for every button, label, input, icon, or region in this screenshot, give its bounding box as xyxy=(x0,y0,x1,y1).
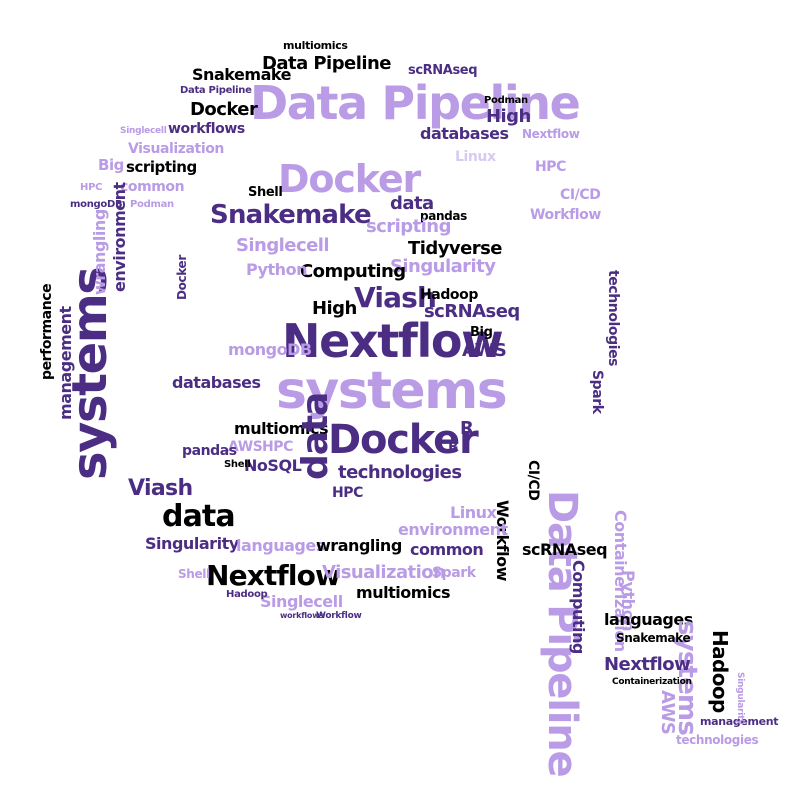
word-languages-lower: languages xyxy=(236,536,325,555)
word-docker-top: Docker xyxy=(190,99,258,120)
word-computing-handle: Computing xyxy=(569,560,588,654)
word-pandas-lower: pandas xyxy=(182,443,237,459)
word-technologies-top: Singlecell xyxy=(120,126,167,136)
word-hadoop-inner: Hadoop xyxy=(420,287,478,303)
word-spark-lower: Spark xyxy=(432,565,476,581)
word-systems-inner: systems xyxy=(276,361,508,421)
word-workflows-lower: workflows xyxy=(280,611,324,620)
word-shell-inner: Shell xyxy=(248,185,283,200)
word-data-pipeline-top: Data Pipeline xyxy=(262,53,391,74)
word-nosql-lower: NoSQL xyxy=(244,456,302,475)
word-environment-lower: environment xyxy=(398,520,508,539)
word-common-left: common xyxy=(120,179,185,195)
word-technologies-lower: Singlecell xyxy=(260,592,343,611)
word-snakemake-inner: Snakemake xyxy=(210,200,372,230)
word-snakemake-handle: Snakemake xyxy=(616,631,691,645)
word-python-inner: Python xyxy=(246,260,307,279)
word-hpc-lower: HPC xyxy=(262,439,293,455)
word-spark-right: Spark xyxy=(589,370,605,414)
word-data-inner-top: data xyxy=(390,193,434,214)
word-languages-handle: languages xyxy=(604,610,693,629)
word-databases-top: databases xyxy=(420,124,509,143)
word-data-pipeline-large: Data Pipeline xyxy=(250,76,581,130)
word-hpc-lower-2: HPC xyxy=(332,485,363,501)
word-data-lower: data xyxy=(162,499,236,534)
word-high-top: High xyxy=(486,106,531,127)
word-hpc-left: HPC xyxy=(80,182,103,193)
word-aws-inner: AWS xyxy=(462,340,507,361)
word-cicd-right: CI/CD xyxy=(560,187,601,203)
word-environment-left-vertical: environment xyxy=(110,182,129,292)
word-performance-left-vertical: performance xyxy=(39,283,55,380)
word-pandas-inner: pandas xyxy=(420,209,467,223)
word-workflow-lower: Workflow xyxy=(316,611,362,621)
word-big-inner: Big xyxy=(470,325,493,340)
word-docker-inner-bottom: Docker xyxy=(328,417,479,463)
word-multiomics-top: multiomics xyxy=(283,39,348,52)
word-linux-lower: Linux xyxy=(450,503,497,522)
word-hadoop-handle: Hadoop xyxy=(708,630,732,713)
word-scripting-inner: scripting xyxy=(366,216,451,237)
word-hpc-top: HPC xyxy=(535,159,566,175)
word-shell-far-lower: Shell xyxy=(178,567,210,581)
word-linux-top: Linux xyxy=(455,149,496,165)
word-wrangling-left-vertical: wrangling xyxy=(90,209,109,295)
word-podman-left: Podman xyxy=(130,199,174,210)
word-r-lower-2: R xyxy=(448,439,459,455)
word-snakemake-top: Snakemake xyxy=(192,65,291,84)
word-scrnaseq-lower: scRNAseq xyxy=(522,540,608,559)
word-singularity-lower: Singularity xyxy=(145,534,239,553)
word-omics-left: mongoDB xyxy=(70,199,123,210)
word-shell-lower: Shell xyxy=(224,459,251,470)
word-containerization-handle-lower: Containerization xyxy=(612,677,692,687)
word-tidyverse-inner: Tidyverse xyxy=(408,238,502,259)
word-viash-inner: Viash xyxy=(354,281,437,314)
word-visualization-top: Visualization xyxy=(128,141,224,157)
word-management-handle: management xyxy=(700,715,779,728)
word-high-inner: High xyxy=(312,298,357,319)
word-r-lower: R xyxy=(460,418,474,439)
word-data-pipeline-small: Data Pipeline xyxy=(180,85,252,96)
word-singlecell-right-vertical: technologies xyxy=(605,270,621,367)
word-common-lower: common xyxy=(410,540,484,559)
word-wrangling-lower: wrangling xyxy=(316,536,402,555)
word-nextflow-inner: Nextflow xyxy=(282,314,504,368)
word-hadoop-far-lower: Hadoop xyxy=(226,589,268,600)
word-nextflow-lower: Nextflow xyxy=(206,559,341,592)
word-podman-top: Podman xyxy=(484,95,528,106)
word-singularity-handle: Singularity xyxy=(735,672,745,725)
word-scrnaseq-inner: scRNAseq xyxy=(424,301,520,322)
word-omics-inner: mongoDB xyxy=(228,340,312,359)
word-databases-inner: databases xyxy=(172,373,261,392)
word-multiomics-lower: multiomics xyxy=(356,583,451,602)
word-workflow-right: Workflow xyxy=(530,207,601,223)
word-technologies-inner: Singlecell xyxy=(236,235,330,256)
word-big-top: Big xyxy=(98,156,124,174)
word-viash-lower: Viash xyxy=(128,476,193,501)
word-scrnaseq-top: scRNAseq xyxy=(408,63,478,78)
word-singlecell-lower: technologies xyxy=(338,462,462,483)
word-nextflow-handle: Nextflow xyxy=(604,654,691,675)
word-workflow-right-vertical: Workflow xyxy=(493,500,512,581)
word-management-left-vertical: management xyxy=(56,306,75,420)
word-workflows-top: workflows xyxy=(168,121,245,137)
word-cicd-right-vertical: CI/CD xyxy=(525,460,541,501)
word-docker-inner: Docker xyxy=(278,157,421,201)
word-singlecell-handle: technologies xyxy=(676,733,759,747)
word-aws-handle: AWS xyxy=(657,690,678,735)
word-visualization-lower: Visualization xyxy=(322,562,446,583)
word-aws-lower: AWS xyxy=(228,439,263,455)
word-computing-inner: Computing xyxy=(300,261,406,282)
word-scripting-top: scripting xyxy=(126,158,197,176)
word-nextflow-top: Nextflow xyxy=(522,127,580,141)
word-data-inner-vertical: data xyxy=(295,392,336,480)
word-singularity-inner: Singularity xyxy=(390,256,496,277)
word-multiomics-inner: multiomics xyxy=(234,419,329,438)
word-docker-left-vertical: Docker xyxy=(175,255,189,300)
